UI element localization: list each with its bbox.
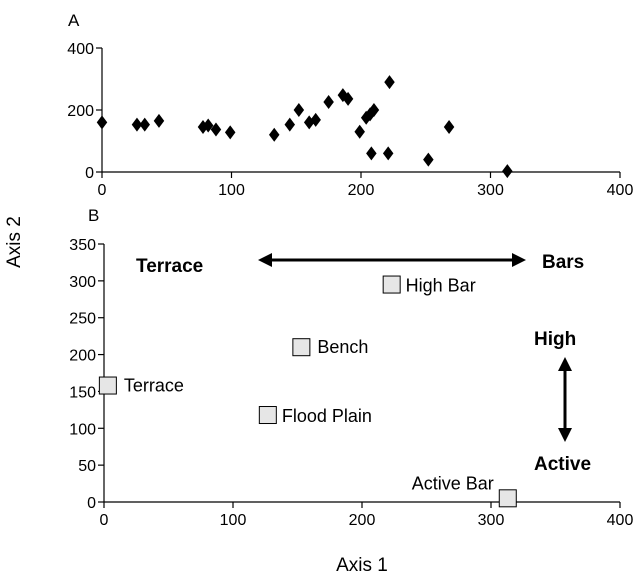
panel-a-x-tick-label: 100	[218, 182, 245, 199]
vertical-arrow-top-head	[558, 357, 572, 371]
panel-a-data-point	[384, 75, 395, 90]
panel-a-data-point	[268, 127, 280, 142]
panel-a-data-point	[366, 146, 377, 161]
high-end-label: High	[534, 329, 576, 350]
panel-a-data-point	[96, 115, 108, 130]
y-axis-title: Axis 2	[4, 216, 25, 268]
panel-a-data-point	[310, 112, 321, 127]
panel-a-data-point	[323, 94, 334, 109]
panel-a-x-tick-label: 300	[477, 182, 504, 199]
panel-b-y-tick-label: 250	[69, 311, 96, 328]
horizontal-arrow-left-head	[258, 253, 272, 267]
panel-b-y-tick-label: 200	[69, 348, 96, 365]
panel-a-data-point	[224, 125, 236, 140]
panel-b-x-tick-label: 0	[100, 512, 109, 529]
panel-a-data-point	[342, 91, 354, 106]
panel-a-data-point	[202, 118, 214, 133]
terrace-end-label: Terrace	[136, 256, 203, 277]
panel-b-label: B	[88, 206, 99, 225]
x-axis-title: Axis 1	[336, 555, 388, 576]
panel-a-y-tick-label: 400	[67, 41, 94, 58]
panel-a-data-point	[502, 164, 513, 179]
panel-b-y-tick-label: 100	[69, 421, 96, 438]
panel-b-y-tick-label: 0	[87, 495, 96, 512]
panel-a-data-point	[153, 113, 165, 128]
panel-a-y-tick-label: 0	[85, 165, 94, 182]
panel-a-data-point	[354, 124, 365, 139]
panel-b-x-tick-label: 300	[478, 512, 505, 529]
panel-b-y-tick-label: 150	[69, 384, 96, 401]
panel-b-data-point	[382, 275, 401, 294]
panel-a-x-tick-label: 0	[98, 182, 107, 199]
panel-a-data-point	[368, 103, 380, 117]
panel-b-point-label: High Bar	[406, 276, 476, 296]
panel-a-y-tick-label: 200	[67, 103, 94, 120]
panel-b-data-point	[98, 376, 117, 395]
panel-b-point-label: Flood Plain	[282, 406, 372, 426]
panel-a-data-point	[423, 152, 434, 167]
panel-b-y-tick-label: 50	[78, 458, 96, 475]
panel-b-point-label: Active Bar	[412, 473, 494, 493]
panel-b-x-tick-label: 200	[349, 512, 376, 529]
panel-a-data-point	[210, 122, 222, 137]
active-end-label: Active	[534, 454, 591, 475]
panel-a-label: A	[68, 11, 80, 30]
panel-b-scatter: 0 50 100 150 200 250 300 350 0 100 200 300 400 Terrac…	[69, 237, 633, 529]
panel-b-point-label: Bench	[317, 337, 368, 357]
horizontal-arrow-right-head	[512, 253, 526, 267]
panel-a-data-point	[382, 146, 394, 161]
panel-a-data-point	[131, 117, 143, 132]
panel-a-data-point	[139, 117, 150, 132]
vertical-arrow-bottom-head	[558, 428, 572, 442]
panel-b-x-tick-label: 100	[220, 512, 247, 529]
panel-a-data-point	[443, 120, 455, 135]
panel-b-y-tick-label: 350	[69, 237, 96, 254]
bars-end-label: Bars	[542, 252, 584, 273]
panel-a-x-tick-label: 400	[607, 182, 634, 199]
panel-b-y-tick-label: 300	[69, 274, 96, 291]
panel-b-data-point	[258, 406, 277, 425]
panel-b-x-tick-label: 400	[607, 512, 634, 529]
panel-a-x-tick-label: 200	[348, 182, 375, 199]
panel-b-data-point	[292, 338, 311, 357]
panel-a-data-point	[284, 117, 296, 132]
panel-b-data-point	[498, 489, 517, 508]
panel-a-scatter: 0 200 400 0 100 200 300 400	[67, 41, 633, 199]
panel-a-data-point	[293, 103, 305, 117]
panel-b-point-label: Terrace	[124, 376, 184, 396]
